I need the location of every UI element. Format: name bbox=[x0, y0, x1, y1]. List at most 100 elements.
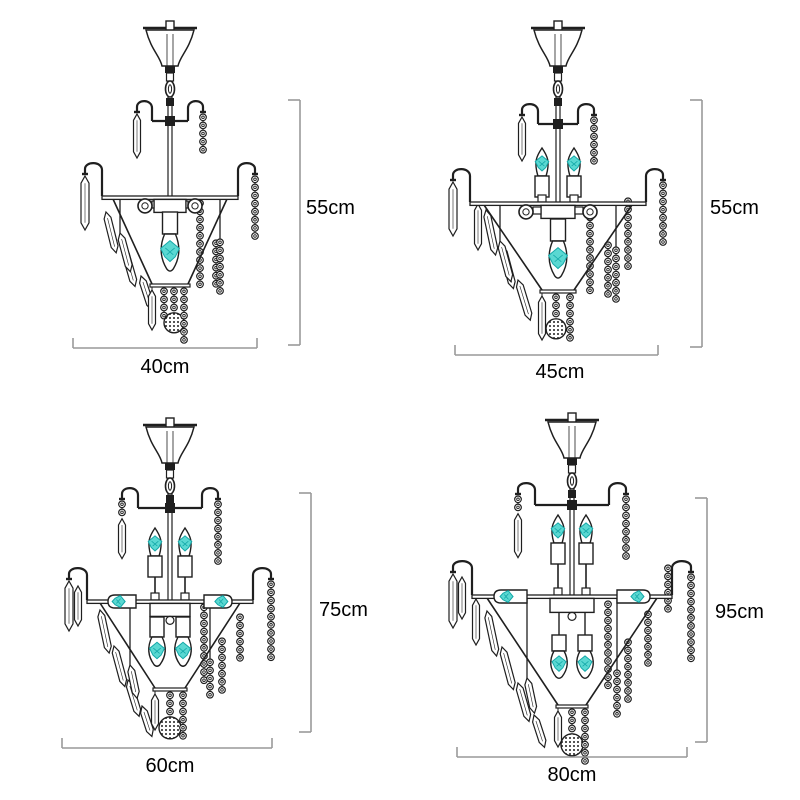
bulb-crystal bbox=[499, 590, 514, 603]
bead-strand bbox=[216, 238, 224, 295]
chandelier bbox=[80, 20, 259, 344]
bead-strand bbox=[206, 658, 214, 699]
chain-link bbox=[566, 472, 578, 490]
up-candle-bulb bbox=[534, 146, 550, 203]
crystal-prism bbox=[80, 174, 90, 232]
bulb-crystal-holder bbox=[111, 595, 126, 608]
crystal-prism bbox=[103, 210, 119, 254]
crystal-prism bbox=[448, 180, 458, 238]
crystal-prism bbox=[132, 112, 142, 160]
lower-platform bbox=[537, 289, 577, 342]
chandelier bbox=[64, 417, 275, 740]
down-candle-bulb bbox=[547, 218, 569, 279]
bead-strand bbox=[568, 708, 576, 733]
bulb-crystal bbox=[174, 641, 192, 660]
side-candle-bulb bbox=[203, 594, 233, 609]
width-dimension-label: 80cm bbox=[547, 764, 597, 786]
bulb-crystal bbox=[534, 155, 550, 172]
bead-strand bbox=[170, 287, 178, 312]
v-frame bbox=[99, 602, 241, 689]
center-body bbox=[549, 597, 595, 621]
crystal-prism bbox=[64, 579, 74, 633]
down-candle-bulb bbox=[576, 634, 594, 679]
bead-strand bbox=[612, 246, 620, 303]
crystal-prism bbox=[139, 704, 154, 738]
chandelier-line-drawing-3-light bbox=[448, 20, 703, 356]
chain-link bbox=[552, 80, 564, 98]
side-candle-bulb bbox=[493, 589, 528, 604]
bead-strand bbox=[624, 638, 632, 703]
bead-strand bbox=[160, 287, 168, 320]
v-frame bbox=[486, 597, 658, 706]
width-dimension-label: 45cm bbox=[535, 361, 585, 383]
chain-link bbox=[164, 80, 176, 98]
bead-strand bbox=[687, 573, 695, 663]
crystal-ball-finial bbox=[560, 733, 584, 757]
dimension-lines bbox=[454, 99, 703, 356]
crystal-prism bbox=[499, 645, 516, 691]
bulb-crystal bbox=[147, 535, 163, 552]
lower-platform bbox=[553, 704, 589, 765]
bead-strand bbox=[218, 637, 226, 694]
bulb-crystal bbox=[148, 641, 166, 660]
height-dimension-label: 75cm bbox=[319, 599, 368, 621]
height-dimension-label: 55cm bbox=[306, 197, 355, 219]
crystal-prism bbox=[513, 512, 523, 559]
ceiling-canopy bbox=[143, 20, 197, 106]
up-candle-bulb bbox=[578, 513, 594, 596]
dimension-lines bbox=[456, 497, 708, 758]
width-dimension-label: 40cm bbox=[140, 356, 190, 378]
diagram-80cm-chandelier: 95cm 80cm bbox=[400, 400, 800, 800]
bead-strand bbox=[180, 287, 188, 344]
center-body bbox=[149, 602, 191, 625]
upper-tier-arms bbox=[117, 487, 222, 565]
bead-strand bbox=[566, 293, 574, 342]
bead-strand bbox=[179, 691, 187, 740]
v-frame bbox=[112, 198, 228, 285]
crystal-prism bbox=[97, 608, 112, 655]
crystal-prism bbox=[473, 202, 483, 252]
bead-strand bbox=[659, 181, 667, 246]
bead-strand bbox=[200, 603, 208, 685]
lower-platform bbox=[150, 687, 188, 740]
crystal-prism bbox=[484, 609, 500, 658]
width-dimension-label: 60cm bbox=[145, 755, 195, 777]
height-dimension-label: 55cm bbox=[710, 197, 759, 219]
bead-strand bbox=[613, 669, 621, 718]
diagram-45cm-chandelier: 55cm 45cm bbox=[400, 0, 800, 400]
ceiling-canopy bbox=[531, 20, 585, 106]
crystal-prism bbox=[73, 584, 83, 628]
chandelier bbox=[448, 20, 667, 342]
bead-strand bbox=[236, 613, 244, 662]
bead-strand bbox=[552, 293, 560, 318]
bead-strand bbox=[214, 500, 222, 565]
bead-strand bbox=[166, 691, 174, 716]
down-candle-bulb bbox=[159, 211, 181, 272]
upper-tier-arms bbox=[132, 100, 207, 160]
crystal-prism bbox=[150, 692, 160, 732]
crystal-prism bbox=[497, 239, 514, 283]
bead-strand bbox=[251, 175, 259, 240]
v-frame bbox=[483, 204, 633, 291]
crystal-ball-finial bbox=[158, 716, 182, 740]
crystal-prism bbox=[553, 709, 563, 749]
ceiling-canopy bbox=[545, 412, 599, 498]
bead-strand bbox=[199, 113, 207, 154]
bead-strand bbox=[267, 580, 275, 662]
bulb-crystal-holder bbox=[499, 590, 514, 603]
center-body bbox=[518, 204, 598, 220]
bulb-crystal bbox=[566, 155, 582, 172]
side-candle-bulb bbox=[107, 594, 137, 609]
chandelier-line-drawing-6-light-large bbox=[448, 412, 708, 765]
crystal-prism bbox=[471, 597, 481, 647]
diagram-40cm-chandelier: 55cm 40cm bbox=[0, 0, 400, 400]
bead-strand bbox=[514, 495, 522, 512]
upper-tier-arms bbox=[513, 482, 630, 560]
bulb-crystal-holder bbox=[214, 595, 229, 608]
bulb-crystal bbox=[214, 595, 229, 608]
bead-strand bbox=[644, 610, 652, 667]
bulb-crystal-holder bbox=[630, 590, 645, 603]
up-candle-bulb bbox=[177, 526, 193, 601]
bulb-crystal bbox=[630, 590, 645, 603]
bead-strand bbox=[604, 241, 612, 298]
